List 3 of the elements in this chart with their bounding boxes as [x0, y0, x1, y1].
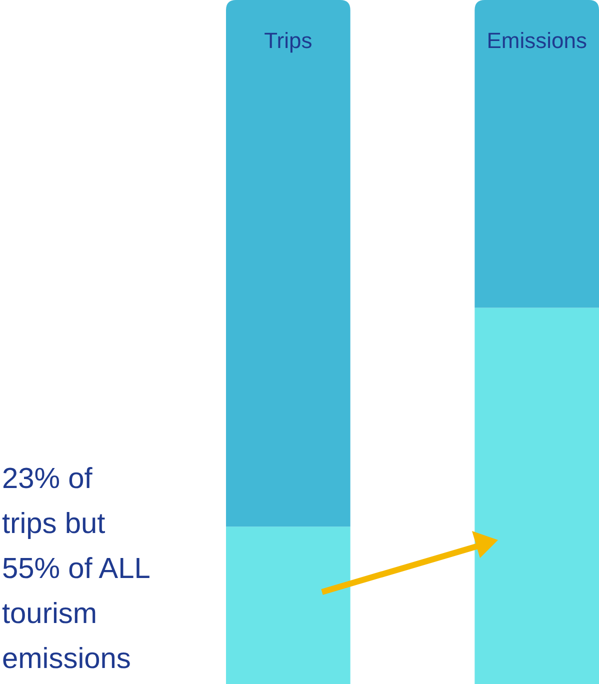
x-tick-label: Trips — [264, 28, 312, 53]
x-tick-label: Emissions — [486, 28, 587, 53]
text: 23% of trips but 55% of ALL tourism emissions — [2, 463, 150, 675]
